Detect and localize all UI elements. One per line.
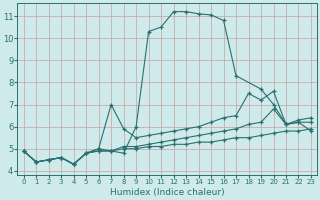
X-axis label: Humidex (Indice chaleur): Humidex (Indice chaleur) (110, 188, 225, 197)
